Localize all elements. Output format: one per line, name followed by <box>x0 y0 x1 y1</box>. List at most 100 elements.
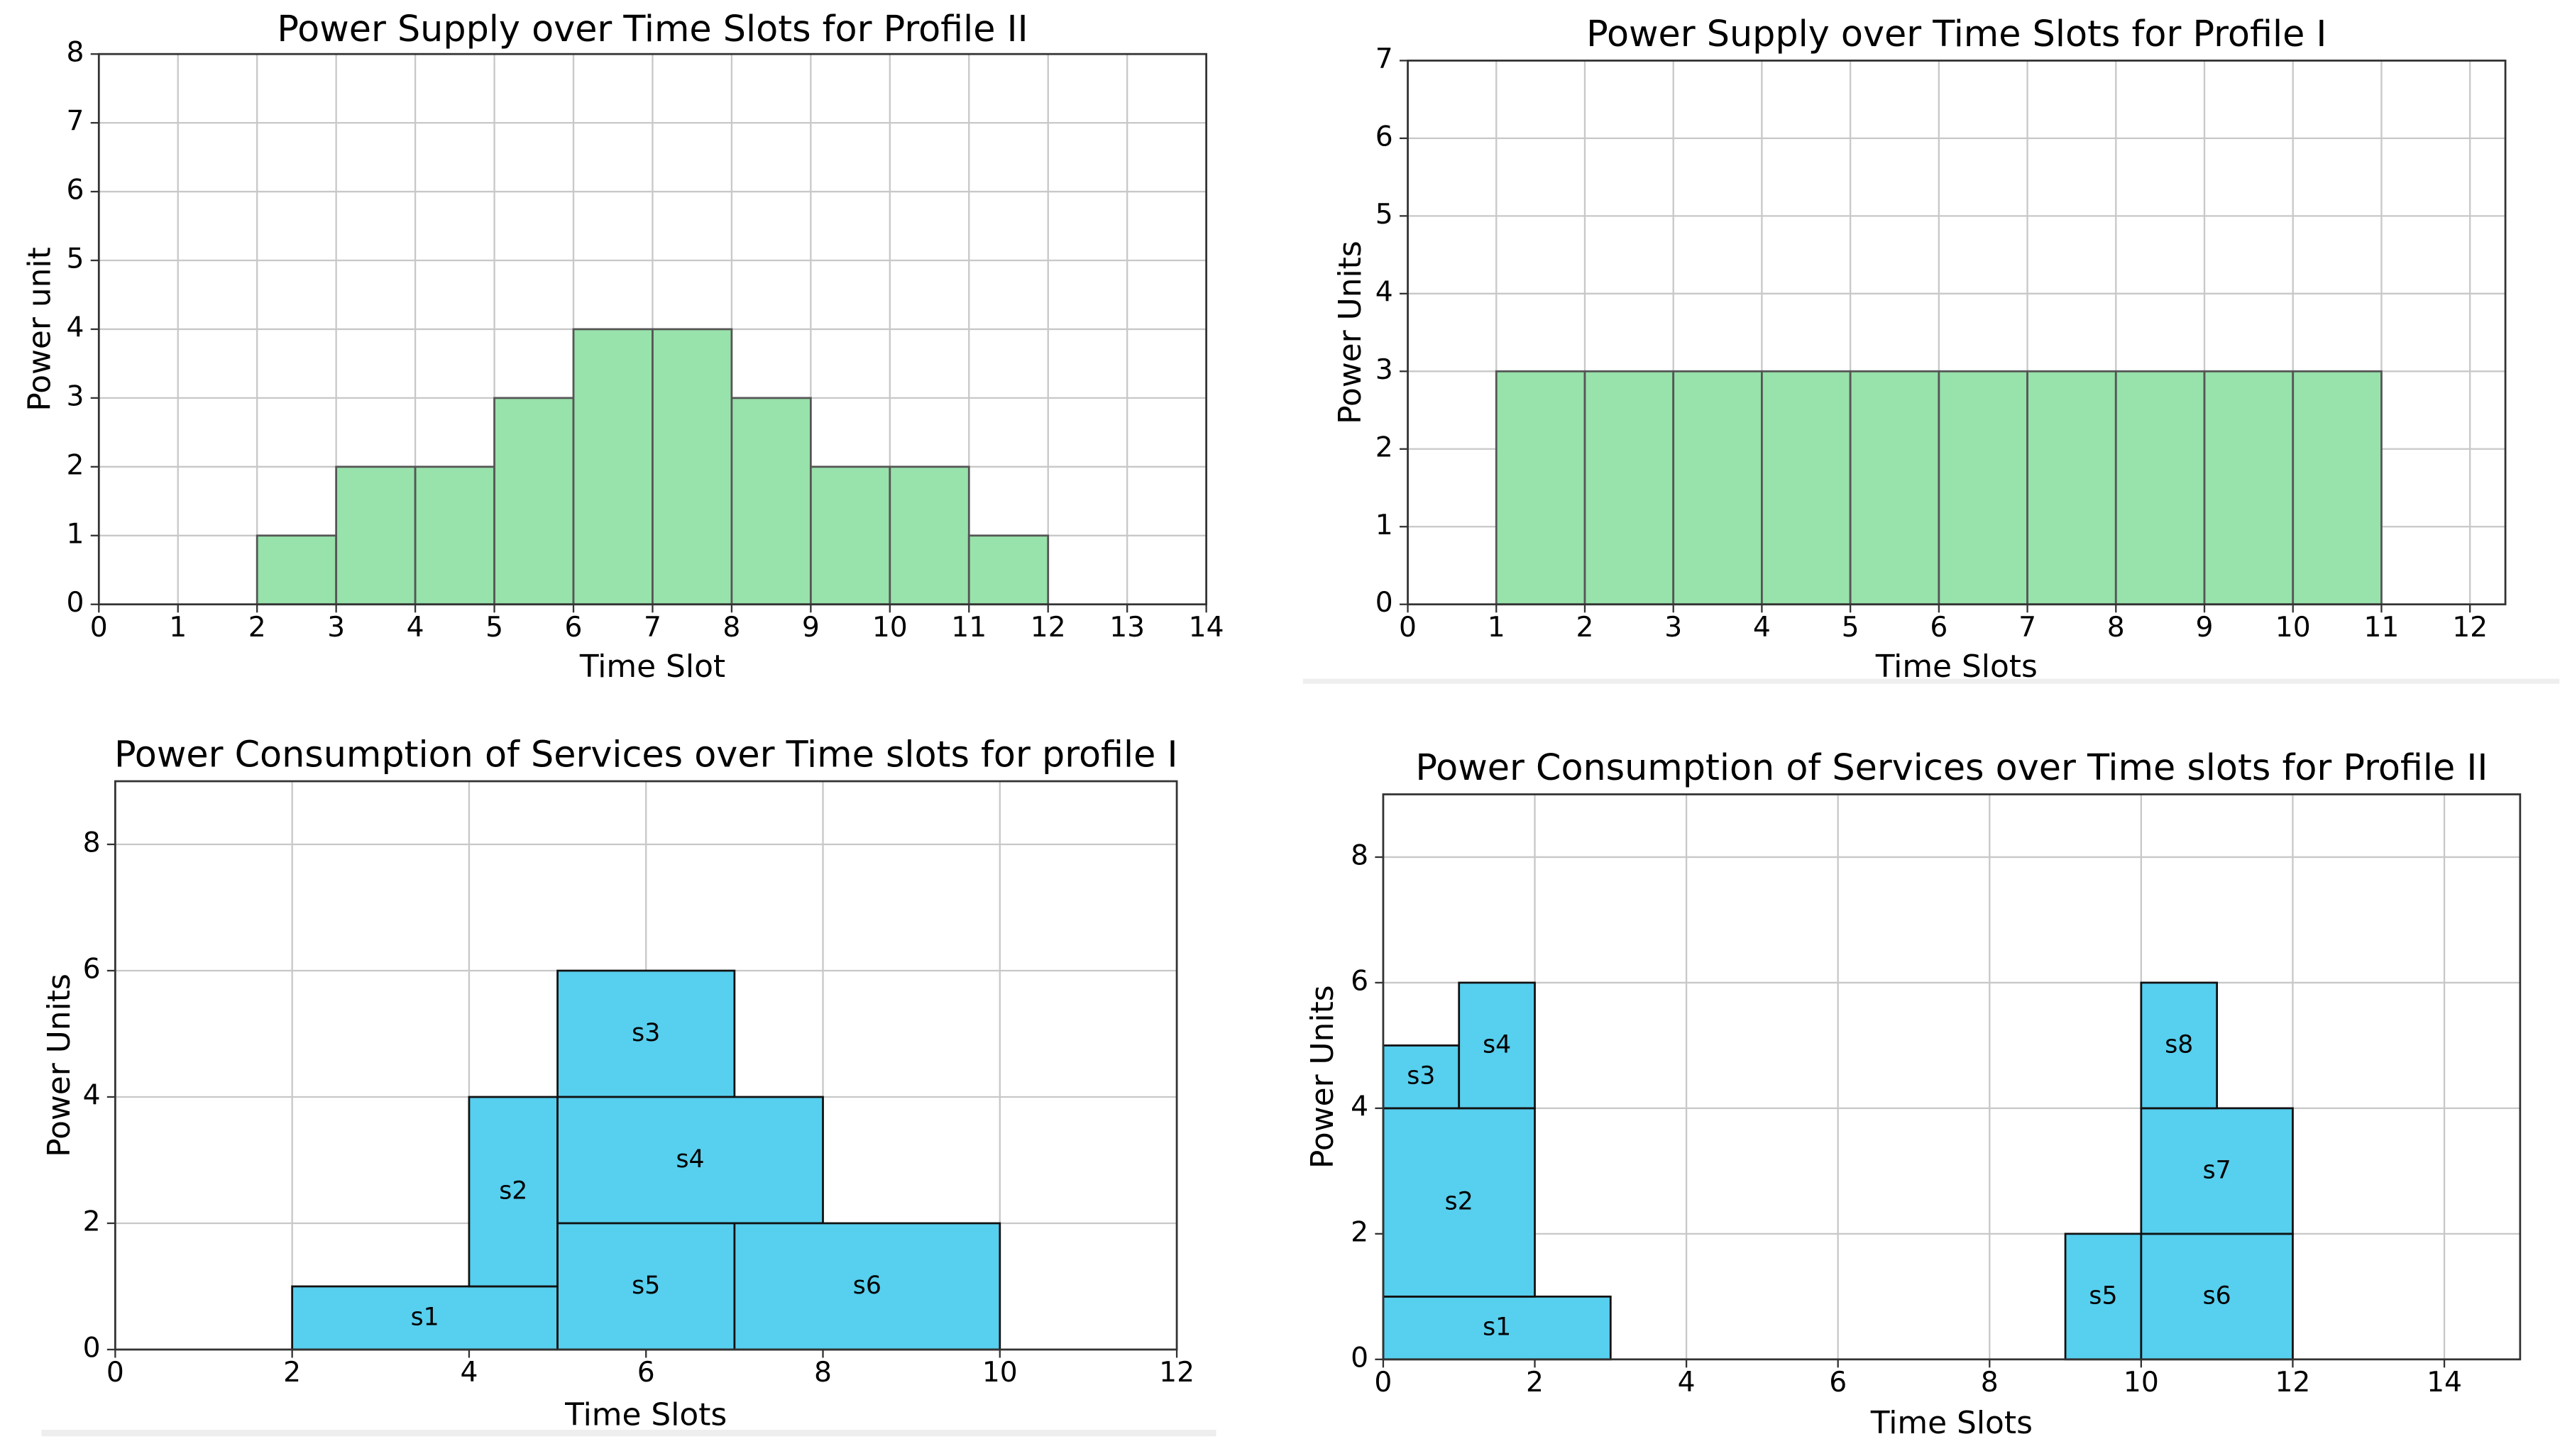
x-tick-label: 9 <box>802 612 820 644</box>
y-tick-label: 2 <box>1351 1216 1368 1248</box>
y-tick-label: 0 <box>1375 587 1393 619</box>
x-tick-label: 0 <box>1399 612 1417 644</box>
x-tick-label: 0 <box>1374 1367 1392 1399</box>
x-tick-label: 6 <box>565 612 583 644</box>
x-tick-label: 12 <box>2452 612 2488 644</box>
x-tick-label: 11 <box>2363 612 2399 644</box>
y-axis-label: Power Units <box>1332 241 1368 424</box>
block-label: s3 <box>1407 1062 1435 1091</box>
bar <box>730 397 812 606</box>
chart-title: Power Consumption of Services over Time … <box>1415 746 2488 788</box>
plot-frame <box>97 53 1208 606</box>
y-tick-label: 2 <box>83 1206 101 1237</box>
plot-frame <box>1382 793 2522 1361</box>
x-tick-label: 4 <box>460 1357 478 1389</box>
bar <box>967 534 1050 606</box>
x-tick-label: 14 <box>2427 1367 2462 1399</box>
block-label: s2 <box>1445 1188 1473 1216</box>
x-tick-label: 7 <box>2018 612 2036 644</box>
y-axis-label: Power Units <box>1304 985 1341 1169</box>
bar <box>335 465 417 606</box>
y-tick-label: 0 <box>83 1332 101 1364</box>
x-tick-label: 3 <box>327 612 345 644</box>
y-tick-label: 2 <box>1375 431 1393 463</box>
x-axis-label: Time Slot <box>579 649 725 685</box>
service-block <box>2140 1107 2294 1235</box>
x-axis-label: Time Slots <box>564 1397 727 1433</box>
block-label: s2 <box>499 1176 527 1205</box>
x-tick-label: 14 <box>1189 612 1224 644</box>
x-tick-label: 0 <box>106 1357 124 1389</box>
x-tick-label: 6 <box>1829 1367 1847 1399</box>
y-tick-label: 0 <box>1351 1342 1368 1374</box>
x-tick-label: 2 <box>1526 1367 1544 1399</box>
block-label: s6 <box>853 1272 881 1300</box>
x-tick-label: 4 <box>1753 612 1771 644</box>
x-tick-label: 10 <box>872 612 908 644</box>
bar <box>493 397 575 606</box>
service-block <box>1382 1107 1536 1298</box>
x-tick-label: 10 <box>2275 612 2311 644</box>
y-tick-label: 4 <box>1375 276 1393 308</box>
service-block <box>468 1096 559 1288</box>
block-label: s1 <box>1483 1313 1511 1342</box>
x-tick-label: 2 <box>1576 612 1593 644</box>
service-block <box>2140 981 2219 1110</box>
x-tick-label: 4 <box>407 612 424 644</box>
bar <box>2292 370 2383 606</box>
bar <box>889 465 970 606</box>
y-tick-label: 4 <box>83 1079 101 1111</box>
bar <box>2203 370 2295 606</box>
y-tick-label: 2 <box>67 449 84 481</box>
y-tick-label: 0 <box>67 587 84 619</box>
service-block <box>556 1096 824 1225</box>
block-label: s4 <box>1483 1030 1511 1059</box>
x-tick-label: 13 <box>1109 612 1145 644</box>
bar <box>572 328 654 606</box>
bar <box>2026 370 2117 606</box>
y-tick-label: 3 <box>1375 354 1393 386</box>
bar <box>256 534 338 606</box>
y-tick-label: 7 <box>1375 43 1393 75</box>
x-tick-label: 2 <box>283 1357 301 1389</box>
x-tick-label: 12 <box>1031 612 1066 644</box>
y-axis-label: Power unit <box>21 247 57 411</box>
plot-frame <box>1407 60 2507 606</box>
x-tick-label: 1 <box>169 612 187 644</box>
block-label: s5 <box>632 1272 660 1300</box>
x-tick-label: 6 <box>637 1357 655 1389</box>
y-tick-label: 5 <box>67 243 84 275</box>
service-block <box>2064 1232 2143 1361</box>
x-tick-label: 4 <box>1678 1367 1696 1399</box>
x-axis-label: Time Slots <box>1875 649 2038 685</box>
y-tick-label: 7 <box>67 106 84 138</box>
block-label: s1 <box>411 1303 439 1331</box>
y-tick-label: 5 <box>1375 199 1393 231</box>
service-block <box>1382 1295 1612 1361</box>
x-tick-label: 5 <box>1842 612 1859 644</box>
bar <box>1761 370 1852 606</box>
block-label: s5 <box>2089 1281 2117 1310</box>
chart-title: Power Supply over Time Slots for Profile… <box>1586 13 2326 55</box>
bar <box>1849 370 1940 606</box>
block-label: s3 <box>632 1019 660 1047</box>
y-tick-label: 6 <box>1351 965 1368 997</box>
bar <box>1495 370 1586 606</box>
y-tick-label: 1 <box>1375 509 1393 541</box>
x-tick-label: 12 <box>2275 1367 2310 1399</box>
y-tick-label: 1 <box>67 518 84 550</box>
service-block <box>1458 981 1536 1110</box>
y-axis-label: Power Units <box>41 974 77 1157</box>
x-tick-label: 0 <box>90 612 108 644</box>
x-tick-label: 8 <box>723 612 740 644</box>
x-tick-label: 9 <box>2196 612 2214 644</box>
x-tick-label: 8 <box>2107 612 2125 644</box>
service-block <box>556 1222 736 1351</box>
x-tick-label: 8 <box>1981 1367 1999 1399</box>
x-tick-label: 10 <box>2124 1367 2159 1399</box>
x-axis-label: Time Slots <box>1870 1405 2033 1441</box>
block-label: s7 <box>2203 1156 2231 1184</box>
x-tick-label: 10 <box>982 1357 1018 1389</box>
bar <box>414 465 495 606</box>
